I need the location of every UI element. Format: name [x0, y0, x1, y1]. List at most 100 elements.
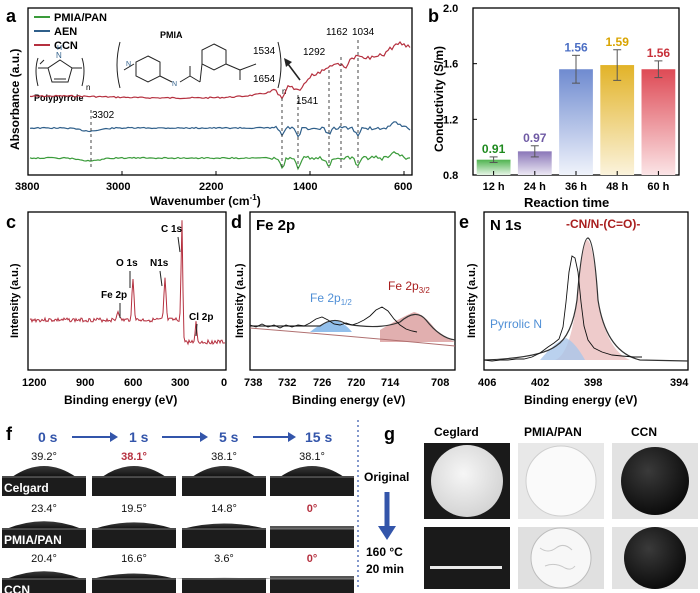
- bar-12h: [476, 159, 511, 175]
- pmia-n2: N: [172, 81, 177, 88]
- legend: PMIA/PAN AEN CCN: [34, 12, 107, 52]
- substrate: [182, 578, 266, 593]
- droplet: [94, 522, 174, 529]
- bar-category-label: 36 h: [565, 181, 587, 193]
- svg-text:726: 726: [313, 377, 331, 389]
- panel-d-frame: [249, 211, 456, 371]
- svg-text:738: 738: [244, 377, 262, 389]
- cn-label: -CN/N-(C=O)-: [566, 217, 640, 231]
- bar-category-label: 60 h: [647, 181, 669, 193]
- svg-text:3000: 3000: [106, 181, 130, 193]
- header-pmia-pan: PMIA/PAN: [524, 425, 582, 439]
- substrate: [92, 476, 176, 496]
- arrow-1534: [287, 63, 301, 81]
- peak-1654: 1654: [253, 74, 276, 85]
- sample-name-label: Celgard: [4, 481, 49, 495]
- panel-e-ylabel: Intensity (a.u.): [466, 263, 478, 338]
- bar-48h: [600, 65, 635, 175]
- contact-angle-value: 3.6°: [214, 553, 234, 565]
- wrinkles-pmia-heated: [539, 544, 576, 570]
- svg-text:406: 406: [478, 377, 496, 389]
- fe-2p32-fill: [380, 312, 455, 342]
- svg-text:714: 714: [381, 377, 400, 389]
- pmia-label: PMIA: [160, 30, 183, 40]
- panel-e-xlabel: Binding energy (eV): [524, 393, 637, 407]
- disc-ccn-heated: [624, 527, 686, 589]
- ccn-spectrum: [29, 41, 411, 100]
- droplet: [92, 573, 176, 579]
- panel-a-xtickmarks: [27, 171, 405, 175]
- sample-name-label: CCN: [4, 583, 30, 593]
- bar-value-label: 1.59: [606, 35, 630, 49]
- svg-text:1400: 1400: [293, 181, 317, 193]
- time-0s: 0 s: [38, 429, 58, 445]
- panel-c-ylabel: Intensity (a.u.): [9, 263, 21, 338]
- panel-c-arrows: [119, 236, 198, 337]
- contact-angle-value: 20.4°: [31, 553, 57, 565]
- bar-36h: [559, 69, 593, 175]
- svg-text:394: 394: [670, 377, 689, 389]
- panel-b: b 0.8 1.2 1.6 2.0 0.91 12 h 0.97 24 h 1.56 36 h 1…: [428, 3, 680, 210]
- panel-e: e N 1s Pyrrolic N -CN/N-(C=O)- 406 402 3…: [459, 211, 689, 407]
- fe-2p12-fill: [310, 320, 352, 332]
- sample-name-label: PMIA/PAN: [4, 533, 62, 547]
- peak-1034: 1034: [352, 27, 375, 38]
- spread-film: [270, 526, 354, 529]
- contact-angle-value: 19.5°: [121, 503, 147, 515]
- panel-d-xticks: 738 732 726 720 714 708: [244, 377, 449, 389]
- panel-letter-d: d: [231, 212, 242, 232]
- panel-c-frame: [27, 211, 227, 371]
- fe-raw: [249, 306, 418, 333]
- label-c1s: C 1s: [161, 224, 183, 235]
- droplet: [192, 466, 256, 477]
- droplet: [6, 521, 82, 529]
- panel-b-yaxis: 0.8 1.2 1.6 2.0: [443, 3, 477, 182]
- peak-1162: 1162: [326, 27, 348, 38]
- panel-letter-b: b: [428, 6, 439, 26]
- bar-24h: [517, 151, 552, 175]
- disc-ccn-original: [621, 447, 689, 515]
- panel-d-xlabel: Binding energy (eV): [292, 393, 405, 407]
- bar-value-label: 1.56: [564, 40, 588, 54]
- peak-1292: 1292: [303, 47, 326, 58]
- aen-spectrum: [29, 121, 411, 138]
- panel-a: a PMIA/PAN AEN CCN N H n Polypyrrole PMI…: [6, 6, 413, 208]
- panel-e-xticks: 406 402 398 394: [478, 377, 689, 389]
- legend-pmia-pan: PMIA/PAN: [54, 12, 107, 24]
- contact-angle-value: 38.1°: [211, 451, 237, 463]
- panel-letter-g: g: [384, 424, 395, 444]
- arrow-1534-head: [284, 58, 292, 67]
- peak-1534: 1534: [253, 46, 276, 57]
- disc-ceglard-original: [431, 445, 503, 517]
- strip-ceglard-heated: [430, 566, 502, 569]
- time-5s: 5 s: [219, 429, 239, 445]
- droplet: [280, 466, 344, 477]
- panel-letter-a: a: [6, 6, 17, 26]
- panel-d-title: Fe 2p: [256, 217, 295, 234]
- svg-text:732: 732: [278, 377, 296, 389]
- substrate: [2, 578, 86, 593]
- contact-angle-grid: 39.2° 38.1° 38.1° 38.1° Celgard 23.4° 19.5° 14.…: [2, 450, 354, 593]
- svg-text:900: 900: [76, 377, 94, 389]
- bar-value-label: 0.97: [523, 131, 547, 145]
- contact-angle-value: 0°: [307, 553, 318, 565]
- panel-e-frame: [483, 211, 689, 371]
- bar-category-label: 12 h: [483, 181, 505, 193]
- polypyrrole-n-sub: n: [86, 83, 90, 92]
- polypyrrole-label: Polypyrrole: [34, 93, 84, 103]
- peak-guides: [90, 40, 359, 170]
- pmia-structure: [116, 41, 282, 89]
- substrate: [92, 578, 176, 593]
- n1s-fit: [483, 237, 689, 362]
- peak-3302: 3302: [92, 110, 115, 121]
- panel-d: d Fe 2p Fe 2p1/2 Fe 2p3/2 738 732 726 72…: [231, 211, 456, 407]
- svg-text:3800: 3800: [15, 181, 39, 193]
- svg-text:1200: 1200: [22, 377, 46, 389]
- substrate: [270, 476, 354, 496]
- legend-aen: AEN: [54, 26, 77, 38]
- bar-category-label: 48 h: [606, 181, 628, 193]
- condition-arrow-head: [378, 526, 396, 540]
- svg-text:300: 300: [171, 377, 189, 389]
- contact-angle-value: 38.1°: [299, 451, 325, 463]
